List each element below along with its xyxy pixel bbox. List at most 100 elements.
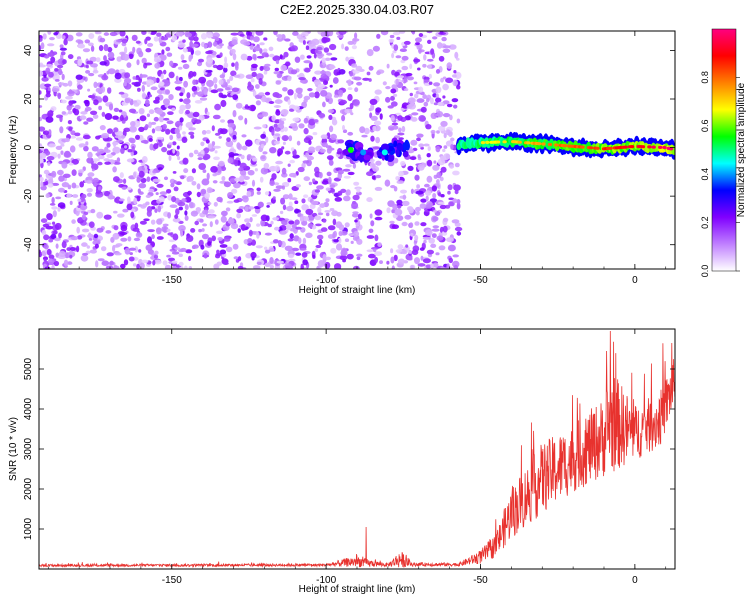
- heatmap-noise-dot: [83, 202, 87, 206]
- figure-title: C2E2.2025.330.04.03.R07: [280, 2, 434, 17]
- heatmap-noise-dot: [39, 176, 44, 182]
- heatmap-noise-dot: [182, 47, 188, 53]
- heatmap-noise-dot: [103, 55, 107, 62]
- heatmap-noise-dot: [120, 224, 128, 232]
- heatmap-noise-dot: [255, 100, 261, 106]
- heatmap-noise-dot: [119, 172, 124, 179]
- heatmap-noise-dot: [438, 245, 446, 251]
- heatmap-noise-dot: [315, 223, 322, 227]
- heatmap-noise-dot: [352, 163, 357, 169]
- heatmap-noise-dot: [423, 101, 429, 107]
- heatmap-noise-dot: [172, 217, 181, 223]
- heatmap-noise-dot: [135, 40, 141, 44]
- heatmap-noise-dot: [442, 113, 451, 118]
- heatmap-noise-dot: [273, 140, 280, 145]
- heatmap-noise-dot: [325, 71, 331, 76]
- heatmap-noise-dot: [331, 116, 337, 122]
- heatmap-noise-dot: [357, 213, 362, 220]
- heatmap-noise-dot: [406, 104, 413, 109]
- heatmap-noise-dot: [354, 87, 359, 93]
- heatmap-noise-dot: [338, 230, 343, 237]
- heatmap-noise-dot: [112, 115, 119, 120]
- heatmap-noise-dot: [234, 159, 239, 167]
- heatmap-noise-dot: [288, 135, 293, 142]
- heatmap-noise-dot: [43, 244, 49, 250]
- heatmap-noise-dot: [245, 74, 254, 79]
- heatmap-noise-dot: [167, 212, 172, 219]
- heatmap-noise-dot: [443, 132, 447, 139]
- heatmap-noise-dot: [178, 125, 183, 131]
- heatmap-noise-dot: [198, 114, 205, 121]
- heatmap-noise-dot: [272, 239, 279, 244]
- heatmap-noise-dot: [163, 69, 167, 75]
- heatmap-noise-dot: [333, 239, 339, 243]
- heatmap-noise-dot: [127, 196, 131, 203]
- heatmap-noise-dot: [149, 143, 154, 151]
- heatmap-noise-dot: [255, 245, 263, 249]
- heatmap-noise-dot: [339, 99, 347, 105]
- heatmap-noise-dot: [77, 198, 82, 202]
- heatmap-noise-dot: [245, 139, 253, 147]
- x-tick-label: -150: [162, 275, 182, 286]
- heatmap-track-core: [640, 145, 646, 149]
- heatmap-noise-dot: [172, 148, 176, 154]
- heatmap-noise-dot: [184, 210, 188, 216]
- heatmap-noise-dot: [329, 43, 337, 51]
- heatmap-noise-dot: [175, 208, 180, 216]
- y-tick-label: -20: [23, 188, 34, 203]
- heatmap-noise-dot: [106, 252, 114, 257]
- heatmap-noise-dot: [267, 223, 272, 228]
- heatmap-noise-dot: [202, 223, 208, 227]
- heatmap-noise-dot: [399, 48, 407, 52]
- heatmap-noise-dot: [395, 249, 403, 253]
- heatmap-noise-dot: [305, 208, 314, 215]
- heatmap-noise-dot: [302, 216, 310, 222]
- heatmap-noise-dot: [182, 98, 191, 105]
- heatmap-noise-dot: [188, 152, 194, 158]
- heatmap-noise-dot: [456, 118, 461, 124]
- heatmap-noise-dot: [324, 57, 331, 61]
- heatmap-noise-dot: [426, 175, 433, 183]
- heatmap-noise-dot: [390, 185, 396, 189]
- heatmap-noise-dot: [68, 126, 73, 132]
- heatmap-track-core: [517, 140, 522, 144]
- heatmap-noise-dot: [207, 202, 212, 205]
- heatmap-noise-dot: [272, 217, 280, 221]
- heatmap-noise-dot: [204, 192, 210, 199]
- heatmap-noise-dot: [178, 206, 183, 211]
- heatmap-noise-dot: [243, 176, 250, 180]
- heatmap-noise-dot: [39, 64, 46, 68]
- heatmap-noise-dot: [270, 220, 274, 225]
- heatmap-noise-dot: [279, 54, 283, 60]
- heatmap-noise-dot: [201, 130, 207, 135]
- heatmap-noise-dot: [415, 42, 420, 46]
- heatmap-noise-dot: [307, 223, 314, 228]
- heatmap-noise-dot: [153, 259, 162, 265]
- heatmap-noise-dot: [401, 249, 408, 255]
- heatmap-noise-dot: [162, 260, 168, 266]
- heatmap-noise-dot: [284, 61, 291, 67]
- heatmap-noise-dot: [291, 247, 300, 252]
- heatmap-noise-dot: [169, 204, 178, 208]
- heatmap-noise-dot: [274, 127, 281, 132]
- heatmap-noise-dot: [55, 145, 63, 150]
- heatmap-noise-dot: [374, 209, 383, 216]
- heatmap-noise-dot: [112, 146, 121, 154]
- heatmap-noise-dot: [228, 127, 234, 134]
- heatmap-noise-dot: [269, 257, 274, 264]
- heatmap-noise-dot: [446, 62, 453, 69]
- heatmap-noise-dot: [449, 114, 453, 121]
- heatmap-panel: -150 -100 -50 0 -40 -20 0 20 40 Height of strai…: [8, 30, 676, 296]
- heatmap-noise-dot: [92, 177, 99, 183]
- heatmap-noise-dot: [330, 57, 338, 61]
- heatmap-noise-dot: [52, 210, 57, 218]
- heatmap-noise-dot: [176, 132, 181, 139]
- heatmap-noise-dot: [141, 31, 147, 35]
- heatmap-noise-dot: [276, 73, 282, 79]
- heatmap-noise-dot: [440, 77, 444, 83]
- heatmap-noise-dot: [99, 61, 107, 66]
- heatmap-noise-dot: [431, 233, 437, 239]
- heatmap-noise-dot: [103, 32, 110, 36]
- heatmap-noise-dot: [77, 84, 83, 90]
- heatmap-noise-dot: [47, 110, 54, 118]
